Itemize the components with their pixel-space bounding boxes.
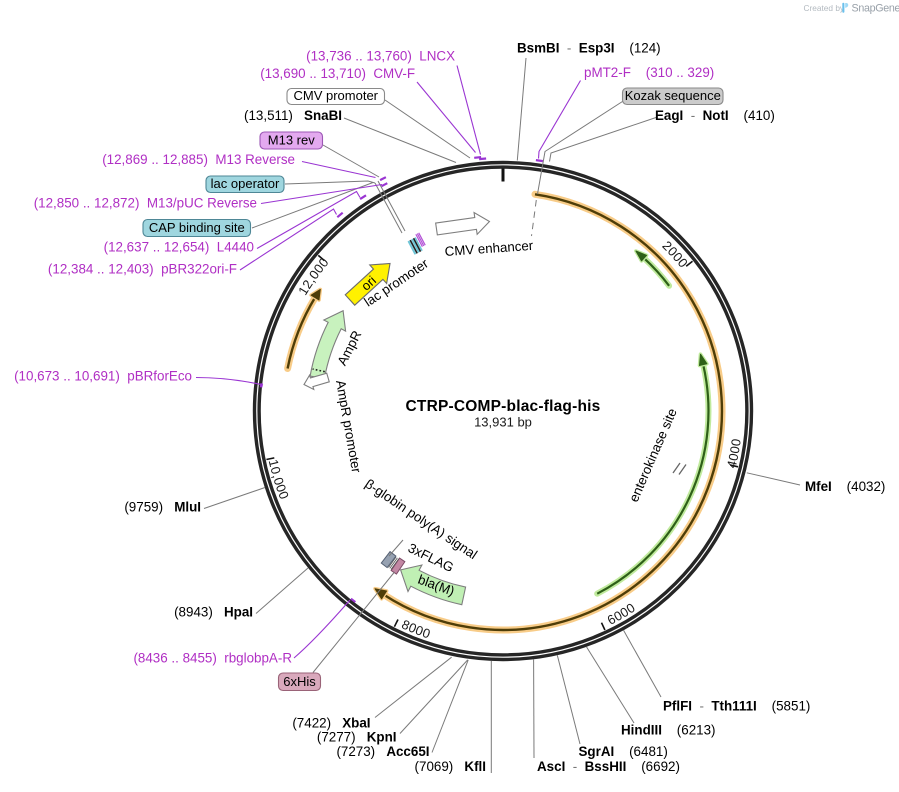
svg-text:13,931 bp: 13,931 bp [474,415,532,430]
svg-text:CMV promoter: CMV promoter [293,88,378,103]
svg-text:Created by: Created by [804,3,845,13]
svg-text:EagI - NotI (410): EagI - NotI (410) [655,108,775,123]
svg-text:AscI - BssHII (6692): AscI - BssHII (6692) [537,759,680,774]
svg-text:MfeI (4032): MfeI (4032) [805,479,885,494]
svg-text:CTRP-COMP-blac-flag-his: CTRP-COMP-blac-flag-his [406,398,601,415]
svg-text:(13,690 .. 13,710) CMV-F: (13,690 .. 13,710) CMV-F [260,66,415,81]
svg-text:SnapGene: SnapGene [852,3,899,15]
svg-text:pMT2-F (310 .. 329): pMT2-F (310 .. 329) [584,65,714,80]
svg-text:(12,637 .. 12,654) L4440: (12,637 .. 12,654) L4440 [104,240,254,255]
svg-text:(12,384 .. 12,403) pBR322ori-: (12,384 .. 12,403) pBR322ori-F [48,262,237,277]
svg-text:6xHis: 6xHis [283,674,316,689]
svg-text:PflFI - Tth111I (5851): PflFI - Tth111I (5851) [663,699,810,714]
svg-text:M13 rev: M13 rev [268,133,315,148]
svg-text:(13,736 .. 13,760) LNCX: (13,736 .. 13,760) LNCX [306,49,455,64]
svg-text:HindIII (6213): HindIII (6213) [621,723,716,738]
svg-text:(7277) KpnI: (7277) KpnI [317,730,397,745]
svg-text:(8436 .. 8455) rbglobpA-R: (8436 .. 8455) rbglobpA-R [133,651,292,666]
svg-text:SgrAI (6481): SgrAI (6481) [579,744,668,759]
svg-text:(9759) MluI: (9759) MluI [124,500,201,515]
svg-text:(10,673 .. 10,691) pBRforEco: (10,673 .. 10,691) pBRforEco [14,369,192,384]
svg-text:Kozak sequence: Kozak sequence [625,88,721,103]
svg-text:BsmBI - Esp3I (124): BsmBI - Esp3I (124) [517,41,661,56]
svg-text:CAP binding site: CAP binding site [149,220,245,235]
svg-text:(13,511) SnaBI: (13,511) SnaBI [244,108,342,123]
svg-text:(8943) HpaI: (8943) HpaI [174,605,253,620]
svg-text:(12,869 .. 12,885) M13 Revers: (12,869 .. 12,885) M13 Reverse [102,152,295,167]
svg-text:(7069) KflI: (7069) KflI [415,759,486,774]
svg-text:(12,850 .. 12,872) M13/pUC Re: (12,850 .. 12,872) M13/pUC Reverse [34,196,257,211]
svg-text:(7422) XbaI: (7422) XbaI [292,716,370,731]
svg-text:(7273) Acc65I: (7273) Acc65I [336,744,429,759]
svg-text:lac operator: lac operator [211,176,280,191]
